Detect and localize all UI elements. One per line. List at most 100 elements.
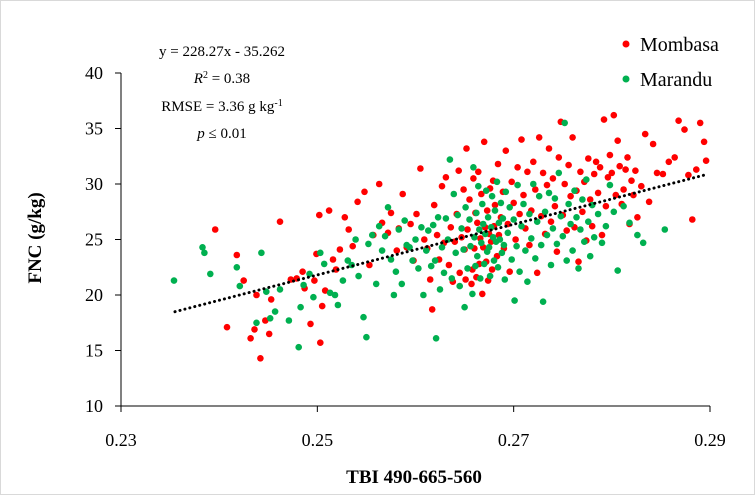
legend-label-marandu: Marandu	[640, 69, 712, 91]
data-point-marandu	[233, 264, 241, 271]
data-point-marandu	[557, 212, 565, 220]
data-point-mombasa	[579, 208, 586, 216]
data-point-mombasa	[354, 198, 361, 206]
data-point-mombasa	[442, 174, 450, 181]
data-point-marandu	[565, 200, 572, 208]
data-point-mombasa	[267, 296, 275, 303]
data-point-marandu	[514, 181, 521, 189]
data-point-marandu	[520, 200, 527, 208]
data-point-mombasa	[478, 190, 485, 198]
y-axis-label: FNC (g/kg)	[25, 192, 46, 283]
data-point-mombasa	[474, 219, 481, 227]
data-point-mombasa	[393, 247, 401, 254]
data-point-marandu	[563, 257, 570, 264]
data-point-marandu	[423, 247, 430, 254]
data-point-marandu	[502, 188, 510, 196]
data-point-marandu	[334, 301, 342, 309]
data-point-marandu	[614, 267, 621, 274]
data-point-marandu	[409, 257, 416, 264]
data-point-marandu	[522, 247, 529, 254]
data-point-marandu	[506, 204, 513, 211]
data-point-marandu	[543, 231, 551, 239]
data-point-mombasa	[590, 170, 598, 178]
data-point-mombasa	[447, 224, 455, 231]
data-point-mombasa	[565, 161, 572, 169]
data-point-marandu	[412, 236, 419, 243]
data-point-mombasa	[479, 290, 486, 298]
data-point-mombasa	[675, 117, 682, 124]
data-point-mombasa	[438, 182, 446, 190]
data-point-marandu	[475, 182, 482, 190]
data-point-mombasa	[491, 201, 499, 209]
data-point-marandu	[425, 227, 432, 234]
data-point-marandu	[420, 291, 427, 299]
data-point-mombasa	[251, 326, 258, 333]
data-point-mombasa	[520, 191, 527, 199]
data-point-mombasa	[456, 269, 464, 277]
data-point-marandu	[199, 244, 206, 251]
data-point-marandu	[530, 180, 537, 188]
data-point-marandu	[477, 275, 484, 282]
data-point-marandu	[495, 219, 503, 227]
data-point-mombasa	[455, 167, 463, 174]
data-point-marandu	[537, 241, 545, 249]
data-point-marandu	[532, 255, 539, 262]
data-point-mombasa	[387, 209, 395, 217]
data-point-mombasa	[622, 166, 629, 173]
data-point-mombasa	[594, 189, 602, 197]
data-point-marandu	[590, 234, 598, 241]
data-point-marandu	[539, 298, 547, 306]
data-point-mombasa	[665, 158, 673, 166]
data-point-mombasa	[462, 276, 469, 283]
data-point-marandu	[297, 303, 304, 311]
data-point-mombasa	[585, 155, 592, 162]
data-point-marandu	[427, 262, 435, 270]
data-point-marandu	[436, 286, 444, 293]
data-point-marandu	[448, 275, 456, 282]
data-point-marandu	[440, 269, 448, 277]
y-tick-label: 25	[85, 230, 103, 250]
data-point-mombasa	[307, 320, 314, 328]
data-point-mombasa	[463, 145, 470, 152]
data-point-marandu	[310, 293, 317, 301]
data-point-mombasa	[375, 180, 383, 188]
data-point-mombasa	[329, 256, 337, 263]
data-point-marandu	[511, 297, 518, 304]
data-point-mombasa	[211, 226, 219, 233]
data-point-marandu	[602, 222, 610, 230]
data-point-marandu	[490, 257, 498, 264]
data-point-mombasa	[336, 246, 344, 253]
data-point-marandu	[594, 210, 602, 218]
data-point-marandu	[454, 211, 462, 219]
data-point-mombasa	[345, 226, 353, 233]
data-point-marandu	[485, 244, 493, 251]
data-point-mombasa	[685, 171, 692, 179]
data-point-mombasa	[421, 236, 428, 243]
data-point-marandu	[549, 225, 557, 232]
equation-annotation: y = 228.27x - 35.262	[159, 44, 285, 60]
data-point-marandu	[387, 256, 395, 263]
data-point-marandu	[585, 218, 592, 225]
data-point-mombasa	[624, 154, 631, 161]
data-point-marandu	[501, 276, 509, 283]
data-point-marandu	[452, 249, 460, 257]
data-point-mombasa	[659, 170, 667, 178]
rmse-annotation: RMSE = 3.36 g kg-1	[161, 98, 282, 116]
data-point-marandu	[487, 224, 495, 231]
data-point-mombasa	[428, 306, 436, 313]
x-tick-label: 0.25	[302, 430, 334, 450]
data-point-marandu	[547, 261, 555, 269]
data-point-mombasa	[588, 222, 596, 230]
data-point-marandu	[482, 187, 490, 194]
data-point-mombasa	[325, 207, 333, 214]
data-point-marandu	[390, 291, 398, 299]
data-point-marandu	[472, 262, 479, 270]
data-point-mombasa	[539, 169, 547, 177]
data-point-mombasa	[700, 138, 708, 146]
data-point-marandu	[504, 229, 512, 237]
data-point-mombasa	[488, 266, 496, 273]
data-point-mombasa	[653, 169, 661, 177]
data-point-mombasa	[233, 251, 241, 259]
data-point-marandu	[392, 268, 400, 276]
